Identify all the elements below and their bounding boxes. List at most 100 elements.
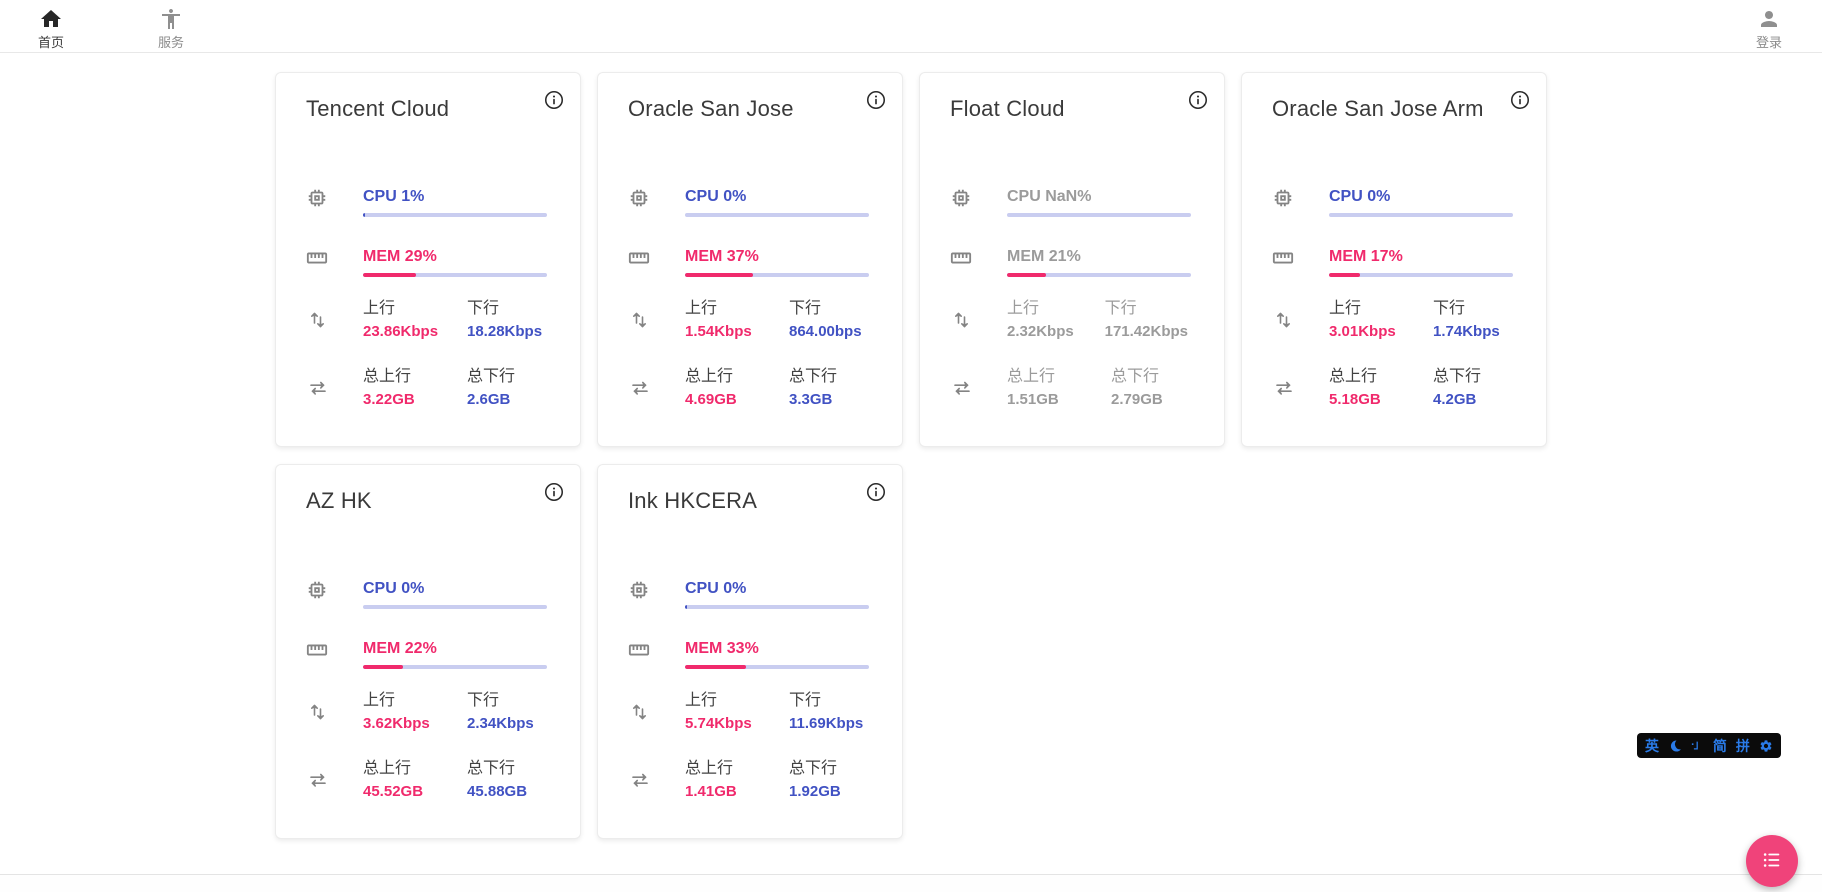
- total-upload-value: 5.18GB: [1329, 391, 1381, 408]
- download-label: 下行: [789, 300, 822, 317]
- mem-progress-bar: [363, 665, 547, 669]
- download-label: 下行: [1104, 300, 1137, 317]
- download-value: 1.74Kbps: [1433, 323, 1500, 340]
- cpu-progress-bar: [1329, 213, 1513, 217]
- main-area: Tencent Cloud CPU 1%: [275, 72, 1547, 839]
- speed-row: 上行 5.74Kbps 下行 11.69Kbps: [628, 691, 866, 733]
- cpu-usage-label: CPU 1%: [363, 188, 425, 205]
- info-icon[interactable]: [865, 481, 887, 503]
- swap-arrows-icon: [628, 376, 685, 400]
- memory-ruler-icon: [950, 247, 1007, 269]
- ime-language-toggle[interactable]: 英: [1645, 737, 1659, 754]
- total-upload-value: 45.52GB: [363, 783, 424, 800]
- updown-arrows-icon: [950, 308, 1007, 332]
- upload-label: 上行: [1007, 300, 1040, 317]
- upload-value: 23.86Kbps: [363, 323, 439, 340]
- download-label: 下行: [467, 692, 500, 709]
- upload-value: 3.62Kbps: [363, 715, 430, 732]
- mem-progress-fill: [1007, 273, 1046, 277]
- mem-usage-label: MEM 33%: [685, 640, 759, 657]
- gear-icon[interactable]: [1759, 739, 1773, 753]
- total-upload-value: 1.41GB: [685, 783, 737, 800]
- memory-ruler-icon: [1272, 247, 1329, 269]
- mem-progress-bar: [1007, 273, 1191, 277]
- cpu-chip-icon: [628, 579, 685, 601]
- cpu-progress-bar: [685, 605, 869, 609]
- upload-value: 2.32Kbps: [1007, 323, 1074, 340]
- memory-ruler-icon: [306, 639, 363, 661]
- cpu-progress-bar: [363, 605, 547, 609]
- total-row: 总上行 5.18GB 总下行 4.2GB: [1272, 367, 1510, 409]
- download-value: 11.69Kbps: [789, 715, 864, 732]
- info-icon[interactable]: [543, 481, 565, 503]
- list-icon: [1761, 849, 1783, 874]
- nav-left-group: 首页 服务: [38, 1, 184, 52]
- top-nav: 首页 服务 登录: [0, 0, 1822, 53]
- updown-arrows-icon: [628, 700, 685, 724]
- server-name: Oracle San Jose Arm: [1272, 96, 1484, 121]
- total-download-value: 4.2GB: [1433, 391, 1477, 408]
- mem-progress-fill: [363, 665, 404, 669]
- upload-label: 上行: [1329, 300, 1362, 317]
- download-value: 18.28Kbps: [467, 323, 543, 340]
- moon-icon[interactable]: [1668, 739, 1682, 753]
- total-upload-label: 总上行: [685, 760, 734, 777]
- total-upload-label: 总上行: [1007, 368, 1056, 385]
- mem-row: MEM 17%: [1272, 247, 1513, 277]
- memory-ruler-icon: [628, 639, 685, 661]
- info-icon[interactable]: [1187, 89, 1209, 111]
- cpu-usage-label: CPU 0%: [685, 188, 747, 205]
- ime-punctuation-toggle[interactable]: ·」: [1691, 739, 1705, 751]
- cpu-row: CPU 0%: [1272, 187, 1513, 217]
- total-download-label: 总下行: [467, 368, 516, 385]
- upload-value: 5.74Kbps: [685, 715, 752, 732]
- total-upload-label: 总上行: [363, 368, 412, 385]
- total-row: 总上行 1.51GB 总下行 2.79GB: [950, 367, 1188, 409]
- total-download-value: 2.79GB: [1111, 391, 1163, 408]
- memory-ruler-icon: [306, 247, 363, 269]
- total-download-label: 总下行: [467, 760, 516, 777]
- cpu-row: CPU NaN%: [950, 187, 1191, 217]
- cpu-progress-bar: [1007, 213, 1191, 217]
- updown-arrows-icon: [628, 308, 685, 332]
- accessibility-icon: [159, 7, 183, 35]
- nav-services-label: 服务: [158, 35, 185, 50]
- nav-item-services[interactable]: 服务: [158, 1, 184, 52]
- cpu-progress-fill: [363, 213, 365, 217]
- speed-row: 上行 23.86Kbps 下行 18.28Kbps: [306, 299, 544, 341]
- server-name: Float Cloud: [950, 96, 1065, 121]
- mem-usage-label: MEM 29%: [363, 248, 437, 265]
- total-download-value: 1.92GB: [789, 783, 841, 800]
- server-card: Tencent Cloud CPU 1%: [275, 72, 581, 447]
- speed-row: 上行 3.62Kbps 下行 2.34Kbps: [306, 691, 544, 733]
- cpu-usage-label: CPU NaN%: [1007, 188, 1092, 205]
- total-download-label: 总下行: [1111, 368, 1160, 385]
- swap-arrows-icon: [306, 376, 363, 400]
- ime-simplified-toggle[interactable]: 简: [1712, 737, 1727, 754]
- nav-item-home[interactable]: 首页: [38, 1, 64, 52]
- download-value: 2.34Kbps: [467, 715, 534, 732]
- total-row: 总上行 1.41GB 总下行 1.92GB: [628, 759, 866, 801]
- mem-progress-bar: [685, 273, 869, 277]
- upload-value: 1.54Kbps: [685, 323, 752, 340]
- info-icon[interactable]: [865, 89, 887, 111]
- total-download-label: 总下行: [789, 368, 838, 385]
- info-icon[interactable]: [543, 89, 565, 111]
- server-card: Oracle San Jose CPU 0%: [597, 72, 903, 447]
- nav-item-login[interactable]: 登录: [1756, 1, 1782, 52]
- server-card: Ink HKCERA CPU 0% ME: [597, 464, 903, 839]
- download-label: 下行: [1433, 300, 1466, 317]
- mem-usage-label: MEM 37%: [685, 248, 759, 265]
- mem-usage-label: MEM 22%: [363, 640, 437, 657]
- total-upload-label: 总上行: [1329, 368, 1378, 385]
- cpu-progress-fill: [685, 605, 687, 609]
- mem-row: MEM 22%: [306, 639, 547, 669]
- updown-arrows-icon: [1272, 308, 1329, 332]
- cards-grid: Tencent Cloud CPU 1%: [275, 72, 1547, 839]
- info-icon[interactable]: [1509, 89, 1531, 111]
- ime-pinyin-toggle[interactable]: 拼: [1735, 737, 1750, 754]
- upload-value: 3.01Kbps: [1329, 323, 1396, 340]
- server-list-fab[interactable]: [1746, 835, 1798, 887]
- speed-row: 上行 2.32Kbps 下行 171.42Kbps: [950, 299, 1188, 341]
- total-row: 总上行 4.69GB 总下行 3.3GB: [628, 367, 866, 409]
